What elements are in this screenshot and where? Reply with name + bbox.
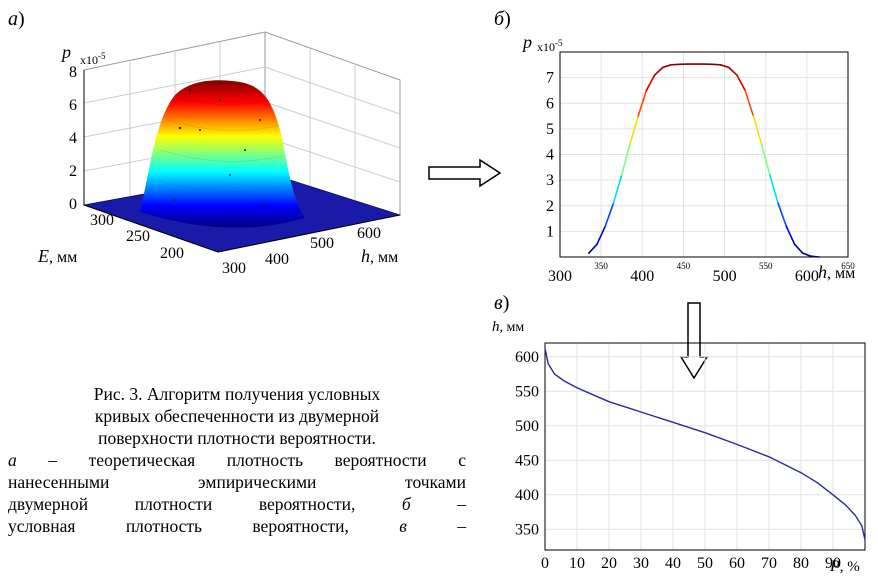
caption-line-5: нанесенными эмпирическими точками	[8, 472, 466, 492]
caption-line-2: кривых обеспеченности из двумерной	[94, 406, 380, 426]
panel-label-b: б)	[494, 8, 511, 30]
x-tick-label: 60	[729, 555, 745, 572]
svg-text:300: 300	[222, 260, 246, 277]
y-tick-label: 450	[515, 452, 539, 469]
x-tick-label: 80	[793, 555, 809, 572]
x-tick-label: 90	[825, 555, 841, 572]
svg-text:4: 4	[69, 130, 77, 147]
chart-v-plot: 350 400 450 500 550 600 0 10 20 30 40 50 60 70 80 90	[515, 342, 866, 572]
x-minor-tick-label: 550	[759, 261, 773, 271]
empirical-points	[174, 88, 326, 231]
plot-frame	[544, 342, 866, 551]
y-tick-label: 2	[546, 198, 554, 215]
chart-b-x-label: h, мм	[818, 262, 856, 282]
svg-text:600: 600	[357, 225, 381, 242]
curve-segment	[777, 202, 788, 228]
curve-segment	[662, 64, 672, 69]
curve-segment	[760, 143, 771, 176]
svg-text:6: 6	[69, 97, 77, 114]
curve-segment	[801, 252, 812, 258]
curve-segment	[637, 89, 648, 117]
chart-a-z-label: p	[62, 42, 71, 62]
svg-text:200: 200	[160, 245, 184, 262]
x-tick-label: 20	[601, 555, 617, 572]
curve-segment	[744, 89, 755, 117]
x-tick-label: 0	[541, 555, 549, 572]
curve-segment	[604, 202, 615, 228]
y-tick-label: 500	[515, 418, 539, 435]
chart-v-y-label: h, мм	[492, 319, 525, 335]
svg-text:300: 300	[90, 212, 114, 229]
x-tick-label: 70	[761, 555, 777, 572]
curve-segment	[612, 174, 623, 204]
svg-text:8: 8	[69, 64, 77, 81]
caption-line-4: а – теоретическая плотность вероятности …	[8, 450, 466, 470]
chart-v-x-label: P, %	[830, 558, 860, 575]
caption-line-7: условная плотность вероятности, в –	[8, 516, 467, 536]
x-minor-tick-label: 650	[841, 261, 855, 271]
arrow-right-icon	[428, 158, 502, 188]
h-tick-labels: 300 400 500 600	[222, 225, 381, 277]
plot-frame	[559, 51, 849, 258]
z-tick-labels: 8 6 4 2 0	[69, 64, 77, 213]
curve-segment	[785, 225, 796, 245]
caption-line-1: Рис. 3. Алгоритм получения условных	[93, 384, 381, 404]
curve-segment	[736, 74, 746, 92]
y-tick-label: 600	[515, 349, 539, 366]
curve-segment	[727, 66, 738, 76]
curve-segment	[645, 74, 656, 92]
x-tick-label: 400	[630, 268, 654, 285]
x-tick-label: 30	[633, 555, 649, 572]
x-tick-label: 500	[713, 268, 737, 285]
svg-text:250: 250	[126, 228, 150, 245]
x-tick-label: 10	[569, 555, 585, 572]
caption-line-3: поверхности плотности вероятности.	[98, 428, 376, 448]
y-tick-label: 350	[515, 521, 539, 538]
x-tick-label: 40	[665, 555, 681, 572]
curve-segment	[588, 243, 598, 254]
chart-b-plot: 1 2 3 4 5 6 7 300 400 500 600 350 450 550 650	[546, 51, 855, 285]
chart-b-y-scale: x10-5	[537, 38, 563, 54]
caption-line-6: двумерной плотности вероятности, б –	[8, 494, 466, 514]
y-tick-label: 3	[546, 172, 554, 189]
curve-segment	[810, 255, 821, 258]
x-minor-tick-label: 350	[594, 261, 608, 271]
curve-segment	[620, 143, 631, 176]
curve-segment	[752, 115, 763, 146]
curve-segment	[793, 243, 804, 254]
chart-a-z-scale: x10-5	[80, 51, 106, 67]
panel-label-v: в)	[494, 292, 510, 314]
chart-a-h-label: h, мм	[361, 246, 399, 266]
curve-segment	[670, 63, 681, 66]
x-tick-label: 50	[697, 555, 713, 572]
curve-segment	[653, 66, 664, 76]
y-tick-label: 400	[515, 487, 539, 504]
surface-hump	[140, 80, 305, 228]
curve-segment	[629, 115, 639, 146]
e-tick-labels: 300 250 200	[90, 212, 184, 262]
x-tick-label: 300	[548, 268, 572, 285]
y-tick-label: 5	[546, 121, 554, 138]
chart-a-surface: 8 6 4 2 0 300 250 200 300 400 500 600	[69, 31, 402, 277]
curve-segment	[711, 63, 722, 66]
y-tick-label: 550	[515, 383, 539, 400]
exceedance-curve	[544, 348, 866, 540]
x-tick-label: 600	[795, 268, 819, 285]
curve-segment	[596, 225, 607, 245]
svg-text:400: 400	[265, 251, 289, 268]
y-tick-label: 1	[546, 223, 554, 240]
svg-text:500: 500	[310, 235, 334, 252]
y-tick-label: 6	[546, 95, 554, 112]
panel-label-a: a)	[8, 8, 25, 30]
svg-text:2: 2	[69, 163, 77, 180]
y-tick-label: 4	[546, 147, 554, 164]
svg-text:0: 0	[69, 196, 77, 213]
chart-a-e-label: E, мм	[38, 246, 78, 266]
figure-caption: Рис. 3. Алгоритм получения условных крив…	[8, 383, 466, 537]
curve-segment	[719, 64, 730, 69]
y-tick-label: 7	[546, 70, 554, 87]
curve-segment	[769, 174, 779, 204]
chart-b-y-label: p	[523, 32, 532, 52]
x-minor-tick-label: 450	[677, 261, 691, 271]
